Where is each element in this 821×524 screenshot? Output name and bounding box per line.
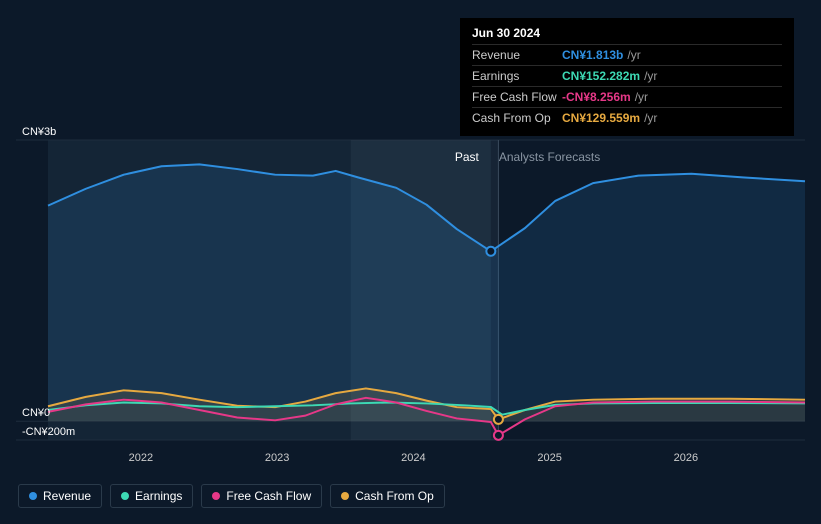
tooltip-row: RevenueCN¥1.813b/yr bbox=[472, 44, 782, 65]
tooltip-row: Cash From OpCN¥129.559m/yr bbox=[472, 107, 782, 128]
legend-item-label: Free Cash Flow bbox=[226, 489, 311, 503]
tooltip-date: Jun 30 2024 bbox=[472, 26, 782, 40]
x-tick-label: 2023 bbox=[265, 452, 289, 464]
tooltip-row-unit: /yr bbox=[644, 111, 657, 125]
marker-free_cash_flow bbox=[494, 431, 503, 440]
marker-revenue bbox=[486, 247, 495, 256]
legend: Revenue Earnings Free Cash Flow Cash From O… bbox=[18, 484, 445, 508]
tooltip-row-unit: /yr bbox=[635, 90, 648, 104]
tooltip-row-unit: /yr bbox=[644, 69, 657, 83]
y-tick-label: CN¥0 bbox=[22, 407, 50, 419]
x-tick-label: 2025 bbox=[537, 452, 561, 464]
tooltip-row-value: -CN¥8.256m bbox=[562, 90, 631, 104]
legend-dot-icon bbox=[341, 492, 349, 500]
tooltip-row: Free Cash Flow-CN¥8.256m/yr bbox=[472, 86, 782, 107]
tooltip-row: EarningsCN¥152.282m/yr bbox=[472, 65, 782, 86]
y-tick-label: -CN¥200m bbox=[22, 426, 75, 438]
tooltip-row-value: CN¥1.813b bbox=[562, 48, 623, 62]
tooltip-row-value: CN¥152.282m bbox=[562, 69, 640, 83]
forecast-section-label: Analysts Forecasts bbox=[499, 150, 600, 164]
x-tick-label: 2024 bbox=[401, 452, 425, 464]
x-tick-label: 2026 bbox=[674, 452, 698, 464]
marker-cash_from_op bbox=[494, 415, 503, 424]
tooltip-row-unit: /yr bbox=[627, 48, 640, 62]
tooltip-row-label: Free Cash Flow bbox=[472, 90, 562, 104]
x-tick-label: 2022 bbox=[129, 452, 153, 464]
past-section-label: Past bbox=[455, 150, 479, 164]
legend-dot-icon bbox=[29, 492, 37, 500]
tooltip-row-label: Cash From Op bbox=[472, 111, 562, 125]
legend-item-label: Earnings bbox=[135, 489, 182, 503]
legend-item-free_cash_flow[interactable]: Free Cash Flow bbox=[201, 484, 322, 508]
legend-item-label: Revenue bbox=[43, 489, 91, 503]
legend-dot-icon bbox=[121, 492, 129, 500]
tooltip-row-label: Earnings bbox=[472, 69, 562, 83]
legend-dot-icon bbox=[212, 492, 220, 500]
legend-item-earnings[interactable]: Earnings bbox=[110, 484, 193, 508]
legend-item-label: Cash From Op bbox=[355, 489, 434, 503]
tooltip-row-label: Revenue bbox=[472, 48, 562, 62]
data-tooltip: Jun 30 2024 RevenueCN¥1.813b/yrEarningsC… bbox=[460, 18, 794, 136]
legend-item-revenue[interactable]: Revenue bbox=[18, 484, 102, 508]
financials-chart: CN¥3b CN¥0 -CN¥200m 2022 2023 2024 2025 2026 P… bbox=[0, 0, 821, 524]
legend-item-cash_from_op[interactable]: Cash From Op bbox=[330, 484, 445, 508]
tooltip-row-value: CN¥129.559m bbox=[562, 111, 640, 125]
y-tick-label: CN¥3b bbox=[22, 126, 56, 138]
